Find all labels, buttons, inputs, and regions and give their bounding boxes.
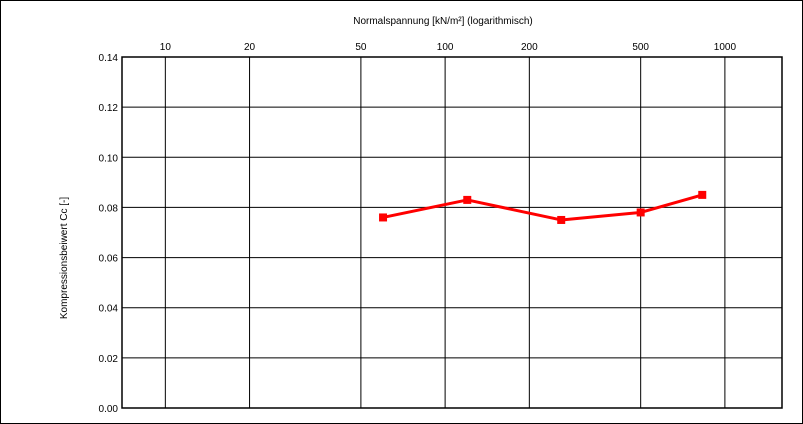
data-point — [379, 213, 388, 222]
y-axis-title: Kompressionsbeiwert Cc [-] — [59, 197, 70, 319]
y-tick-label: 0.12 — [99, 103, 119, 114]
plot-area — [121, 56, 783, 409]
data-point — [636, 208, 645, 217]
y-tick-label: 0.00 — [99, 404, 119, 415]
x-tick-label: 500 — [632, 42, 649, 53]
x-tick-label: 1000 — [714, 42, 737, 53]
data-point — [463, 195, 472, 204]
x-tick-label: 50 — [355, 42, 367, 53]
y-tick-label: 0.04 — [99, 304, 119, 315]
grid — [122, 56, 782, 409]
y-tick-label: 0.06 — [99, 254, 119, 265]
y-tick-label: 0.02 — [99, 354, 119, 365]
data-point — [698, 190, 707, 199]
x-tick-label: 200 — [521, 42, 538, 53]
x-axis-title: Normalspannung [kN/m²] (logarithmisch) — [353, 16, 533, 27]
series-layer — [379, 190, 707, 224]
y-tick-label: 0.08 — [99, 203, 119, 214]
x-tick-label: 20 — [244, 42, 256, 53]
x-tick-label: 10 — [160, 42, 172, 53]
tick-labels: 0.00 0.02 0.04 0.06 0.08 0.10 0.12 0.14 10 20 50 10… — [99, 42, 737, 415]
y-tick-label: 0.14 — [99, 53, 119, 64]
data-point — [557, 215, 566, 224]
y-tick-label: 0.10 — [99, 153, 119, 164]
x-tick-label: 100 — [437, 42, 454, 53]
